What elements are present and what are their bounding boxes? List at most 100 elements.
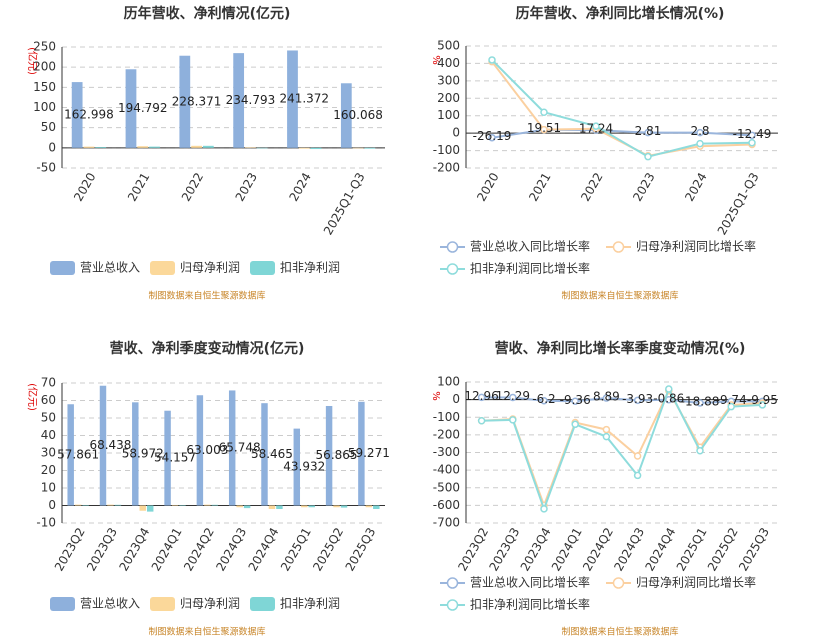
point bbox=[477, 417, 486, 425]
bar bbox=[333, 505, 340, 508]
x-tick-label: 2025Q1-Q3 bbox=[715, 170, 762, 237]
data-label: 194.792 bbox=[118, 101, 168, 115]
source-note: 制图数据来自恒生聚源数据库 bbox=[561, 290, 678, 302]
x-tick-label: 2021 bbox=[526, 170, 553, 203]
data-label: 2.81 bbox=[635, 124, 662, 138]
legend-label[interactable]: 营业总收入同比增长率 bbox=[470, 239, 590, 254]
legend-label[interactable]: 扣非净利润同比增长率 bbox=[470, 261, 590, 276]
bar bbox=[149, 146, 160, 148]
legend-label[interactable]: 扣非净利润 bbox=[280, 261, 340, 275]
legend-label[interactable]: 归母净利润 bbox=[180, 597, 240, 611]
y-tick-label: -50 bbox=[36, 161, 56, 175]
data-label: -6.2 bbox=[532, 392, 555, 406]
bar bbox=[202, 145, 214, 148]
bar bbox=[325, 405, 333, 506]
data-label: 19.51 bbox=[527, 121, 561, 135]
bar bbox=[243, 505, 251, 509]
y-tick-label: 0 bbox=[48, 498, 56, 512]
data-label: 43.932 bbox=[283, 460, 325, 474]
x-tick-label: 2021 bbox=[125, 170, 152, 203]
x-tick-label: 2024Q4 bbox=[246, 525, 282, 573]
bar bbox=[191, 145, 202, 148]
legend-label[interactable]: 归母净利润同比增长率 bbox=[636, 239, 756, 254]
bar bbox=[236, 505, 243, 508]
x-tick-label: 2024 bbox=[286, 170, 313, 203]
y-tick-label: -100 bbox=[433, 143, 460, 157]
bar bbox=[256, 147, 268, 149]
y-axis-label: (亿元) bbox=[26, 383, 39, 411]
x-tick-label: 2025Q3 bbox=[736, 525, 772, 573]
point bbox=[509, 416, 517, 424]
legend-swatch bbox=[612, 241, 625, 253]
bar bbox=[276, 505, 283, 509]
bar bbox=[364, 147, 376, 149]
point bbox=[571, 397, 579, 406]
y-tick-label: 100 bbox=[33, 100, 56, 114]
data-label: 59.271 bbox=[348, 446, 390, 460]
legend-label[interactable]: 归母净利润 bbox=[180, 261, 240, 275]
bar bbox=[352, 147, 364, 149]
data-label: 2.8 bbox=[690, 124, 709, 138]
point bbox=[488, 133, 496, 142]
legend-label[interactable]: 营业总收入同比增长率 bbox=[470, 575, 590, 590]
y-tick-label: 60 bbox=[41, 393, 56, 407]
y-axis-label: % bbox=[430, 391, 441, 401]
legend-label[interactable]: 营业总收入 bbox=[80, 597, 140, 611]
x-tick-label: 2023 bbox=[233, 170, 260, 203]
bar bbox=[99, 385, 107, 506]
legend-label[interactable]: 归母净利润同比增长率 bbox=[636, 575, 756, 590]
data-label: 58.465 bbox=[251, 447, 293, 461]
bar bbox=[365, 505, 373, 508]
point bbox=[748, 138, 756, 147]
bar bbox=[340, 505, 348, 508]
legend-label[interactable]: 扣非净利润同比增长率 bbox=[470, 597, 590, 612]
x-tick-label: 2024Q1 bbox=[149, 525, 185, 573]
data-label: -0.86 bbox=[653, 391, 684, 405]
point bbox=[748, 131, 756, 140]
point bbox=[644, 128, 652, 137]
y-tick-label: 400 bbox=[437, 56, 460, 70]
y-tick-label: 200 bbox=[33, 60, 56, 74]
point bbox=[727, 402, 735, 411]
chart-title: 历年营收、净利同比增长情况(%) bbox=[516, 5, 725, 22]
bar bbox=[245, 147, 256, 148]
bar bbox=[83, 146, 95, 148]
bar bbox=[287, 50, 298, 148]
line bbox=[491, 59, 753, 158]
bar bbox=[139, 505, 146, 511]
legend-swatch bbox=[50, 261, 75, 275]
point bbox=[696, 399, 704, 407]
chart-title: 营收、净利季度变动情况(亿元) bbox=[110, 340, 305, 357]
y-tick-label: 300 bbox=[437, 73, 460, 87]
bar bbox=[82, 504, 89, 506]
y-tick-label: -300 bbox=[433, 445, 460, 459]
legend-swatch bbox=[150, 261, 175, 275]
data-label: 160.068 bbox=[333, 108, 383, 122]
chart-panel: 历年营收、净利情况(亿元) (亿元) 制图数据来自恒生聚源数据库 -50 0 50 100 1… bbox=[26, 5, 385, 302]
x-tick-label: 2023Q3 bbox=[84, 525, 120, 573]
bar bbox=[261, 403, 268, 506]
bar bbox=[228, 390, 236, 506]
bar bbox=[196, 395, 204, 506]
x-tick-label: 2025Q1-Q3 bbox=[321, 170, 368, 237]
legend-swatch bbox=[150, 597, 175, 611]
y-tick-label: -600 bbox=[433, 498, 460, 512]
point bbox=[696, 128, 704, 137]
y-tick-label: 30 bbox=[41, 446, 56, 460]
y-tick-label: 70 bbox=[41, 376, 56, 390]
data-label: -26.19 bbox=[473, 129, 512, 143]
y-tick-label: -100 bbox=[433, 410, 460, 424]
data-label: 234.793 bbox=[226, 93, 276, 107]
y-tick-label: 0 bbox=[452, 392, 460, 406]
y-axis-label: % bbox=[430, 55, 441, 65]
chart-title: 历年营收、净利情况(亿元) bbox=[124, 5, 291, 22]
point bbox=[758, 401, 767, 409]
legend-swatch bbox=[446, 577, 459, 589]
legend-label[interactable]: 扣非净利润 bbox=[280, 597, 340, 611]
legend-label[interactable]: 营业总收入 bbox=[80, 261, 140, 275]
source-note: 制图数据来自恒生聚源数据库 bbox=[148, 290, 265, 302]
point bbox=[540, 505, 548, 513]
bar bbox=[95, 147, 107, 148]
point bbox=[540, 108, 548, 116]
chart-panel: 历年营收、净利同比增长情况(%)% 制图数据来自恒生聚源数据库 -200 -100 0 1… bbox=[430, 5, 778, 302]
